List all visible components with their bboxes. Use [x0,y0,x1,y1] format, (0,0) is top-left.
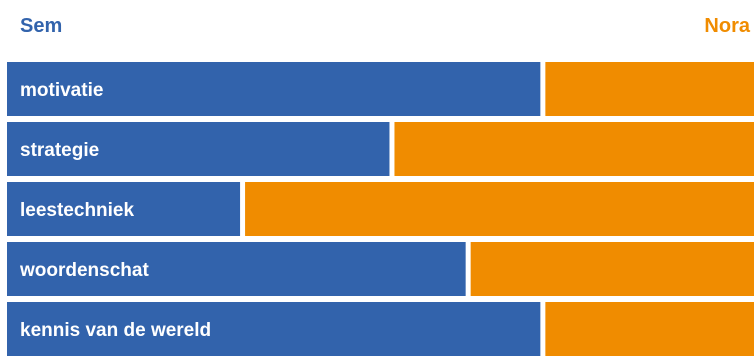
bar-sem-0 [7,62,541,116]
bar-nora-3 [470,242,754,296]
legend-sem: Sem [20,15,63,37]
category-label: kennis van de wereld [20,320,211,341]
bar-nora-4 [545,302,754,356]
category-label: woordenschat [19,260,149,281]
bar-sem-3 [7,242,466,296]
category-label: leestechniek [20,200,134,221]
bar-nora-2 [245,182,754,236]
category-label: motivatie [20,80,103,101]
bar-sem-2 [7,182,241,236]
bar-nora-1 [394,122,754,176]
bar-nora-0 [545,62,754,116]
category-label: strategie [20,140,99,161]
legend-nora: Nora [704,15,750,37]
bar-sem-1 [7,122,390,176]
bar-sem-4 [7,302,541,356]
